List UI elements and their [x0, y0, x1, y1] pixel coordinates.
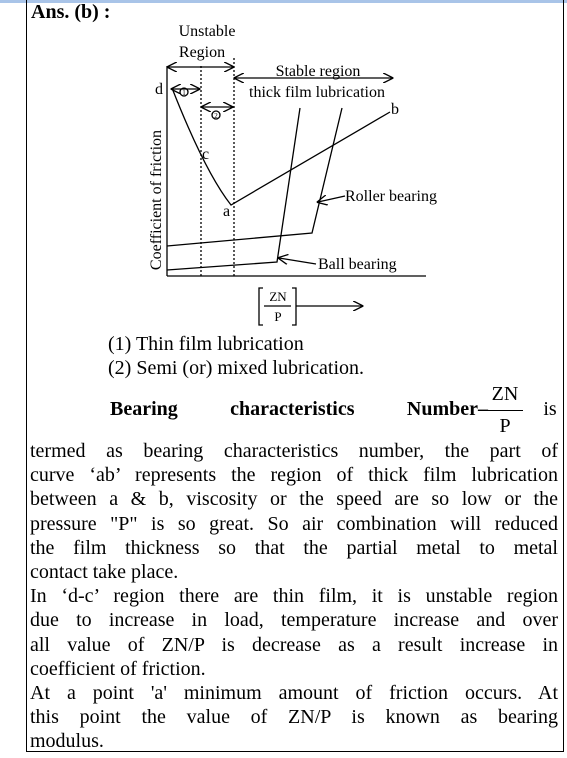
axes — [166, 58, 426, 326]
fraction-num: ZN — [491, 383, 519, 405]
list-item: (1) Thin film lubrication — [108, 333, 304, 355]
label: 2 — [214, 112, 218, 120]
text-line: all value of ZN/P is decrease as a resul… — [30, 633, 558, 656]
label: Ball bearing — [318, 256, 397, 273]
label: ZN — [269, 289, 287, 304]
text-line: contact take place. — [30, 561, 179, 583]
text-line: termed as bearing characteristics number… — [30, 440, 558, 462]
text-line: In ‘d-c’ region there are thin film, it … — [30, 585, 558, 608]
label: Region — [179, 44, 225, 61]
point-label: b — [391, 101, 399, 118]
answer: Ans. (b) : — [31, 1, 111, 23]
point-label: c — [202, 146, 209, 163]
fraction-bar — [487, 410, 523, 411]
text-line: this point the value of ZN/P is known as… — [30, 706, 558, 729]
text-line: coefficient of friction. — [30, 657, 206, 680]
fraction-den: P — [499, 415, 511, 437]
label: thick film lubrication — [249, 84, 385, 101]
point-label: d — [155, 81, 163, 98]
text-line: curve ‘ab’ represents the region of thic… — [30, 464, 558, 487]
text-line: between a & b, viscosity or the speed ar… — [30, 488, 558, 511]
text-line: due to increase in load, temperature inc… — [30, 609, 558, 632]
text-line: At a point 'a' minimum amount of frictio… — [30, 682, 558, 704]
label: Stable region — [276, 63, 361, 80]
text-line: modulus. — [30, 730, 104, 753]
diagram: Unstable Region Stable region thick film… — [148, 23, 437, 326]
label: 1 — [182, 89, 186, 97]
top-bar — [0, 0, 567, 3]
text: is — [543, 398, 557, 420]
frame — [26, 0, 564, 752]
point-label: a — [223, 203, 230, 220]
text-line: the film thickness so that the partial m… — [30, 536, 558, 559]
label: P — [274, 309, 281, 324]
label: Roller bearing — [345, 188, 437, 205]
list-item: (2) Semi (or) mixed lubrication. — [108, 357, 365, 379]
label: Unstable — [179, 23, 236, 40]
text-line: pressure "P" is so great. So air combina… — [30, 512, 558, 535]
definition: Bearing characteristics Number– — [110, 398, 488, 420]
axis-label: Coefficient of friction — [148, 130, 165, 270]
